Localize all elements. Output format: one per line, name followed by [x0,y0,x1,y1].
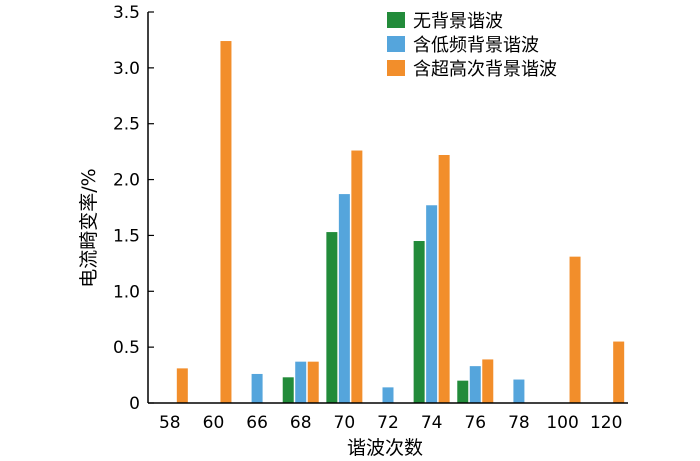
ticks-layer: 0 0.5 1.0 1.5 2.0 2.5 3.0 3.5 58 60 66 68 70 72 74 76 78… [113,3,622,433]
legend-label: 含超高次背景谐波 [413,59,557,80]
bar-74-series-2 [438,154,450,403]
bar-74-series-0 [413,241,425,403]
bar-68-series-0 [282,377,294,403]
legend-label: 含低频背景谐波 [413,35,539,56]
bar-68-series-1 [295,361,307,403]
y-tick-label: 3.0 [113,59,140,79]
y-tick-label: 1.5 [113,226,140,246]
bar-70-series-1 [338,194,350,403]
x-tick-label: 76 [464,413,486,433]
legend-swatch [387,60,405,76]
x-tick-label: 70 [334,413,356,433]
x-tick-label: 58 [159,413,181,433]
bar-120-series-2 [613,341,625,403]
legend-label: 无背景谐波 [413,11,503,32]
bar-70-series-2 [351,150,363,403]
y-tick-label: 2.5 [113,115,140,135]
bar-76-series-2 [482,359,494,403]
x-tick-label: 100 [546,413,578,433]
legend-swatch [387,12,405,28]
bar-58-series-2 [176,368,188,403]
x-tick-label: 66 [246,413,268,433]
y-tick-label: 2.0 [113,171,140,191]
x-tick-label: 60 [203,413,225,433]
axes-layer [147,12,628,404]
bar-70-series-0 [326,232,338,403]
bar-66-series-1 [251,373,263,403]
y-tick-label: 0 [129,394,140,414]
x-axis-title: 谐波次数 [347,437,423,459]
bars-layer [176,41,625,403]
y-tick-label: 1.0 [113,282,140,302]
y-axis-title: 电流畸变率/% [78,168,100,287]
y-tick-label: 0.5 [113,338,140,358]
bar-68-series-2 [307,361,319,403]
x-tick-label: 68 [290,413,312,433]
x-tick-label: 74 [421,413,443,433]
y-tick-label: 3.5 [113,3,140,23]
bar-74-series-1 [426,205,438,403]
bar-78-series-1 [513,379,525,403]
bar-76-series-0 [457,380,469,403]
legend-swatch [387,36,405,52]
bar-60-series-2 [220,41,232,403]
bar-100-series-2 [569,256,581,403]
x-tick-label: 72 [377,413,399,433]
bar-72-series-1 [382,387,394,403]
bar-76-series-1 [469,366,481,403]
x-tick-label: 120 [590,413,622,433]
x-tick-label: 78 [508,413,530,433]
